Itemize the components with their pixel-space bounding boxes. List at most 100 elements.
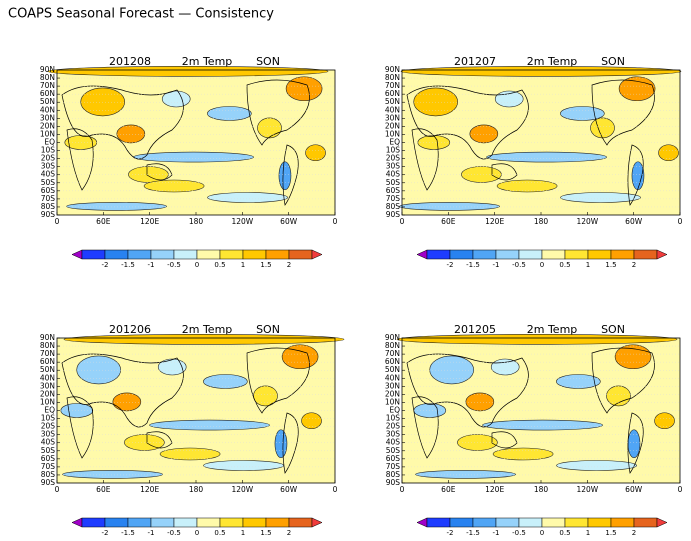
colorbar-box (242, 249, 267, 260)
lat-label: 20S (41, 422, 56, 431)
colorbar-label: 2 (287, 529, 291, 537)
lat-label: 30S (41, 430, 56, 439)
lat-label: 40N (385, 373, 400, 382)
colorbar-label: 0 (540, 529, 544, 537)
colorbar-box (196, 249, 221, 260)
lat-label: 40S (41, 438, 56, 447)
colorbar-label: 1 (586, 529, 590, 537)
coastline (406, 347, 655, 474)
colorbar-box (610, 249, 635, 260)
panel-season: SON (256, 55, 280, 68)
colorbar-box (472, 249, 497, 260)
lat-label: 50N (40, 97, 55, 106)
anomaly-region (482, 419, 603, 431)
panel-variable: 2m Temp (182, 55, 233, 68)
anomaly-region (658, 144, 679, 162)
colorbar-box (587, 249, 612, 260)
lat-label: 50S (41, 446, 56, 455)
lat-label: 70N (40, 81, 55, 90)
colorbar-box (81, 517, 106, 528)
anomaly-region (157, 358, 187, 376)
anomaly-region (413, 87, 459, 117)
coastline (61, 347, 310, 474)
lat-label: 20N (385, 121, 400, 130)
lat-label: 20S (41, 154, 56, 163)
colorbar-box (610, 517, 635, 528)
colorbar-label: -1.5 (121, 529, 135, 537)
colorbar-box (541, 249, 566, 260)
colorbar-over (311, 249, 323, 260)
lon-label: 0 (400, 217, 405, 226)
lon-label: 120E (485, 485, 504, 494)
lon-label: 120E (485, 217, 504, 226)
colorbar-box (518, 517, 543, 528)
lat-label: EQ (389, 406, 400, 415)
colorbar-label: -2 (447, 261, 454, 269)
lon-label: 0 (678, 485, 683, 494)
anomaly-region (396, 334, 678, 345)
lat-label: 20N (385, 389, 400, 398)
lat-label: 10N (40, 129, 55, 138)
lat-label: 50N (40, 365, 55, 374)
anomaly-region (415, 470, 516, 479)
panel-variable: 2m Temp (527, 55, 578, 68)
colorbar-label: 1 (586, 261, 590, 269)
lon-label: 60E (96, 217, 111, 226)
colorbar-box (288, 249, 313, 260)
anomaly-region (257, 117, 282, 139)
colorbar-label: -1.5 (466, 529, 480, 537)
colorbar-box (449, 249, 474, 260)
anomaly-region (486, 151, 607, 163)
colorbar-label: 1 (241, 261, 245, 269)
colorbar-label: -2 (102, 261, 109, 269)
lat-label: 80S (386, 202, 401, 211)
colorbar-box (173, 517, 198, 528)
anomaly-region (149, 419, 270, 431)
colorbar-label: 0.5 (214, 529, 225, 537)
colorbar-box (587, 517, 612, 528)
anomaly-region (399, 202, 500, 211)
colorbar-label: 0 (540, 261, 544, 269)
colorbar-label: 1.5 (605, 529, 616, 537)
lat-label: 80S (386, 470, 401, 479)
lat-label: 70N (385, 81, 400, 90)
lon-label: 60E (96, 485, 111, 494)
lon-label: 0 (678, 217, 683, 226)
map-panel: 201205 2m Temp SON 90N80N70N60N50N40N30N20N… (385, 323, 683, 537)
lat-label: 50S (386, 178, 401, 187)
lon-label: 120W (231, 217, 253, 226)
lat-label: 70S (41, 194, 56, 203)
lat-label: 40N (40, 105, 55, 114)
lat-label: 70N (40, 349, 55, 358)
lat-label: 60N (40, 357, 55, 366)
anomaly-region (469, 124, 499, 144)
colorbar-box (495, 517, 520, 528)
lon-label: 120E (140, 485, 159, 494)
anomaly-region (556, 374, 601, 389)
anomaly-region (627, 429, 641, 459)
anomaly-region (305, 144, 326, 162)
anomaly-region (400, 66, 682, 77)
lon-label: 60E (441, 485, 456, 494)
anomaly-region (159, 447, 221, 461)
lat-label: 80S (41, 470, 56, 479)
anomaly-region (457, 434, 498, 451)
lat-label: 90N (385, 333, 400, 342)
colorbar-box (426, 517, 451, 528)
anomaly-region (143, 179, 205, 193)
anomaly-region (654, 412, 675, 430)
colorbar-label: -1 (148, 529, 155, 537)
colorbar-under (71, 249, 83, 260)
lon-label: 120W (231, 485, 253, 494)
lat-label: 20S (386, 422, 401, 431)
lat-label: 60S (41, 454, 56, 463)
colorbar-label: -0.5 (167, 529, 181, 537)
lat-label: 10N (40, 397, 55, 406)
panel-date: 201207 (454, 55, 496, 68)
colorbar-label: 0.5 (559, 261, 570, 269)
anomaly-region (62, 470, 163, 479)
colorbar-label: 0.5 (559, 529, 570, 537)
colorbar-box (173, 249, 198, 260)
lat-label: 40N (385, 105, 400, 114)
colorbar-box (564, 517, 589, 528)
